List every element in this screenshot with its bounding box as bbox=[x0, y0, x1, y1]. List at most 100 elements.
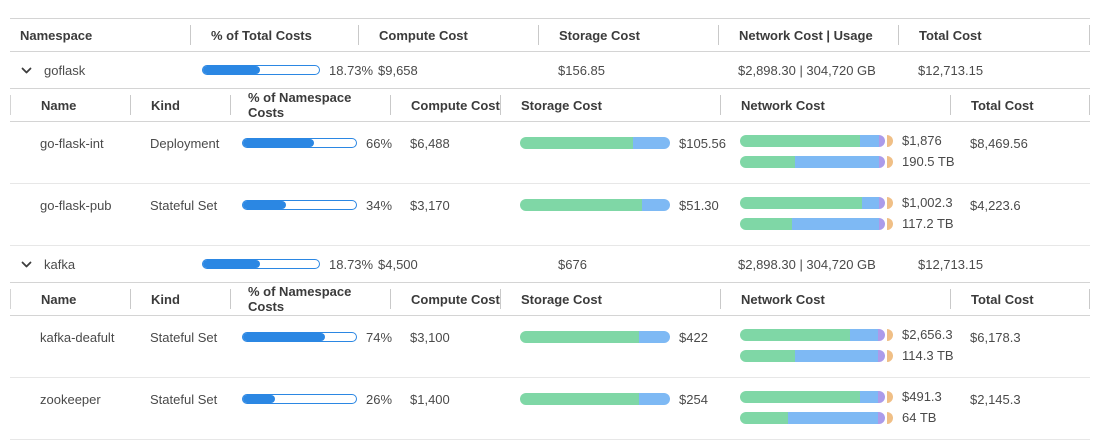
workload-storage-cell: $51.30 bbox=[500, 195, 720, 215]
pct-namespace-value: 66% bbox=[366, 135, 393, 151]
subheader-storage-cost: Storage Cost bbox=[500, 95, 720, 115]
storage-cost-bar bbox=[520, 331, 670, 343]
namespace-row[interactable]: goflask 18.73% $9,658 $156.85 $2,898.30 … bbox=[10, 52, 1090, 88]
workload-storage-cost: $51.30 bbox=[679, 197, 719, 213]
workload-pct-cell: 74% bbox=[230, 327, 393, 347]
subheader-total-cost: Total Cost bbox=[950, 289, 1090, 309]
network-usage-orange-cap bbox=[887, 217, 893, 230]
subheader-compute-cost: Compute Cost bbox=[390, 95, 500, 115]
workload-total-cost: $2,145.3 bbox=[970, 391, 1021, 407]
header-total-cost: Total Cost bbox=[898, 25, 1090, 45]
workload-name: go-flask-pub bbox=[40, 197, 112, 213]
network-usage-bar bbox=[740, 411, 885, 424]
subheader-kind: Kind bbox=[130, 289, 230, 309]
network-cost-bar bbox=[740, 134, 885, 147]
network-usage-line: 114.3 TB bbox=[740, 348, 954, 363]
network-cost-green-segment bbox=[740, 390, 861, 403]
network-usage-green-segment bbox=[740, 217, 793, 230]
workload-kind: Stateful Set bbox=[150, 391, 218, 407]
network-cost-line: $491.3 bbox=[740, 389, 942, 404]
network-cost-purple-segment bbox=[877, 328, 885, 341]
subheader-name: Name bbox=[10, 95, 130, 115]
main-table-header: Namespace % of Total Costs Compute Cost … bbox=[10, 18, 1090, 52]
workload-network-cell: $1,002.3 117.2 TB bbox=[720, 195, 954, 231]
network-cost-blue-segment bbox=[860, 390, 878, 403]
workload-total-cost: $6,178.3 bbox=[970, 329, 1021, 345]
workload-network-cell: $2,656.3 114.3 TB bbox=[720, 327, 954, 363]
namespace-pct-cell: 18.73% bbox=[190, 257, 373, 272]
workload-row[interactable]: zookeeper Stateful Set 26% $1,400 $254 $… bbox=[10, 378, 1090, 440]
pct-total-value: 18.73% bbox=[329, 256, 374, 272]
network-cost-orange-cap bbox=[887, 390, 893, 403]
network-usage-purple-segment bbox=[877, 411, 885, 424]
network-usage-orange-cap bbox=[887, 349, 893, 362]
namespace-compute-cost: $9,658 bbox=[378, 62, 418, 78]
namespace-network-cost-usage: $2,898.30 | 304,720 GB bbox=[738, 62, 876, 78]
pct-namespace-bar bbox=[242, 200, 357, 210]
chevron-down-icon[interactable] bbox=[20, 258, 33, 271]
network-usage-bar bbox=[740, 349, 885, 362]
storage-bar-blue-segment bbox=[632, 137, 670, 149]
storage-bar-blue-segment bbox=[638, 331, 670, 343]
workload-network-usage: 190.5 TB bbox=[902, 154, 955, 169]
workload-storage-cell: $105.56 bbox=[500, 133, 726, 153]
pct-namespace-bar bbox=[242, 138, 357, 148]
network-cost-green-segment bbox=[740, 134, 861, 147]
chevron-down-icon[interactable] bbox=[20, 64, 33, 77]
header-namespace: Namespace bbox=[20, 27, 93, 43]
storage-bar-green-segment bbox=[520, 393, 639, 405]
workload-row[interactable]: kafka-deafult Stateful Set 74% $3,100 $4… bbox=[10, 316, 1090, 378]
network-usage-green-segment bbox=[740, 155, 796, 168]
workload-row[interactable]: go-flask-int Deployment 66% $6,488 $105.… bbox=[10, 122, 1090, 184]
pct-total-bar bbox=[202, 65, 320, 75]
pct-namespace-bar bbox=[242, 394, 357, 404]
network-cost-orange-cap bbox=[887, 328, 893, 341]
namespace-storage-cost: $156.85 bbox=[558, 62, 605, 78]
network-usage-orange-cap bbox=[887, 155, 893, 168]
workload-kind: Stateful Set bbox=[150, 329, 218, 345]
namespace-row[interactable]: kafka 18.73% $4,500 $676 $2,898.30 | 304… bbox=[10, 246, 1090, 282]
subheader-compute-cost: Compute Cost bbox=[390, 289, 500, 309]
pct-namespace-bar bbox=[242, 332, 357, 342]
network-usage-green-segment bbox=[740, 349, 796, 362]
pct-namespace-value: 74% bbox=[366, 329, 393, 345]
workload-name: kafka-deafult bbox=[40, 329, 115, 345]
subheader-total-cost: Total Cost bbox=[950, 95, 1090, 115]
network-usage-purple-segment bbox=[879, 217, 885, 230]
workload-pct-cell: 26% bbox=[230, 389, 392, 409]
storage-bar-green-segment bbox=[520, 331, 639, 343]
workload-compute-cost: $3,100 bbox=[410, 329, 450, 345]
namespace-name: goflask bbox=[44, 62, 86, 78]
workload-kind: Deployment bbox=[150, 135, 220, 151]
workload-network-cost: $2,656.3 bbox=[902, 327, 953, 342]
network-usage-line: 64 TB bbox=[740, 410, 936, 425]
network-usage-blue-segment bbox=[787, 411, 878, 424]
workload-network-cost: $1,002.3 bbox=[902, 195, 953, 210]
network-cost-blue-segment bbox=[861, 196, 880, 209]
network-usage-bar bbox=[740, 217, 885, 230]
workload-total-cost: $4,223.6 bbox=[970, 197, 1021, 213]
subheader-name: Name bbox=[10, 289, 130, 309]
workload-table-header: Name Kind % of Namespace Costs Compute C… bbox=[10, 282, 1090, 316]
workload-compute-cost: $1,400 bbox=[410, 391, 450, 407]
storage-bar-green-segment bbox=[520, 137, 633, 149]
namespace-network-cost-usage: $2,898.30 | 304,720 GB bbox=[738, 256, 876, 272]
network-cost-line: $2,656.3 bbox=[740, 327, 953, 342]
network-cost-green-segment bbox=[740, 196, 862, 209]
subheader-pct-namespace-costs: % of Namespace Costs bbox=[230, 284, 390, 314]
network-cost-bar bbox=[740, 390, 885, 403]
workload-storage-cell: $422 bbox=[500, 327, 720, 347]
network-usage-green-segment bbox=[740, 411, 788, 424]
workload-name: go-flask-int bbox=[40, 135, 104, 151]
namespace-pct-cell: 18.73% bbox=[190, 63, 373, 78]
header-pct-total-costs: % of Total Costs bbox=[190, 25, 358, 45]
workload-pct-cell: 34% bbox=[230, 195, 392, 215]
namespace-total-cost: $12,713.15 bbox=[918, 256, 984, 272]
storage-cost-bar bbox=[520, 199, 670, 211]
workload-network-usage: 64 TB bbox=[902, 410, 937, 425]
workload-row[interactable]: go-flask-pub Stateful Set 34% $3,170 $51… bbox=[10, 184, 1090, 246]
storage-bar-blue-segment bbox=[641, 199, 670, 211]
workload-network-cell: $1,876 190.5 TB bbox=[720, 133, 955, 169]
network-usage-blue-segment bbox=[792, 217, 880, 230]
network-cost-orange-cap bbox=[887, 196, 893, 209]
